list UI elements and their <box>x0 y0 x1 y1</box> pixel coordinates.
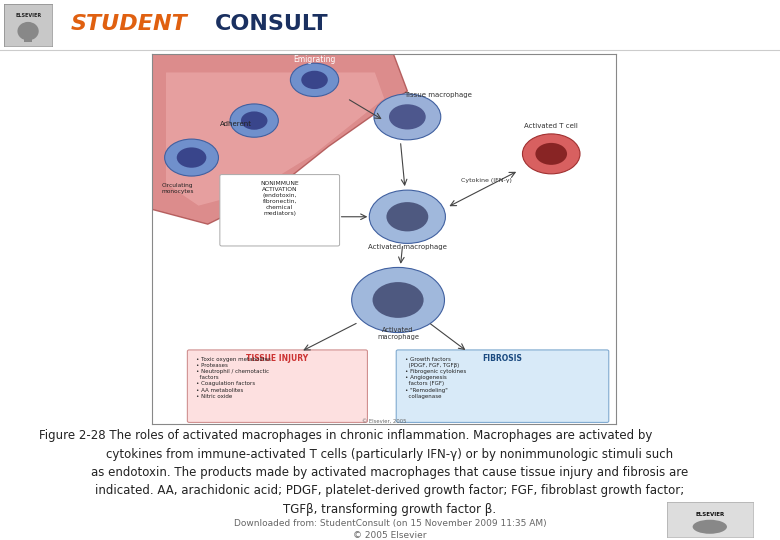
Text: • Growth factors
  (PDGF, FGF, TGFβ)
• Fibrogenic cytokines
• Angiogenesis
  fac: • Growth factors (PDGF, FGF, TGFβ) • Fib… <box>405 356 466 399</box>
Text: STUDENT: STUDENT <box>70 14 187 35</box>
Ellipse shape <box>230 104 278 137</box>
Text: ELSEVIER: ELSEVIER <box>695 512 725 517</box>
Ellipse shape <box>301 71 328 89</box>
Text: Emigrating: Emigrating <box>293 55 335 64</box>
Text: Circulating
monocytes: Circulating monocytes <box>161 184 194 194</box>
Text: FIBROSIS: FIBROSIS <box>483 354 523 363</box>
Text: CONSULT: CONSULT <box>215 14 328 35</box>
Text: cytokines from immune-activated T cells (particularly IFN-γ) or by nonimmunologi: cytokines from immune-activated T cells … <box>106 448 674 461</box>
Text: ELSEVIER: ELSEVIER <box>15 13 41 18</box>
Ellipse shape <box>352 267 445 333</box>
Text: Figure 2-28 The roles of activated macrophages in chronic inflammation. Macropha: Figure 2-28 The roles of activated macro… <box>39 429 652 442</box>
Ellipse shape <box>290 63 339 97</box>
Text: © Elsevier, 2005: © Elsevier, 2005 <box>362 419 406 424</box>
Text: Downloaded from: StudentConsult (on 15 November 2009 11:35 AM): Downloaded from: StudentConsult (on 15 N… <box>234 519 546 529</box>
Text: TGFβ, transforming growth factor β.: TGFβ, transforming growth factor β. <box>283 503 497 516</box>
Ellipse shape <box>374 94 441 140</box>
Text: NONIMMUNE
ACTIVATION
(endotoxin,
fibronectin,
chemical
mediators): NONIMMUNE ACTIVATION (endotoxin, fibrone… <box>261 180 299 215</box>
Text: as endotoxin. The products made by activated macrophages that cause tissue injur: as endotoxin. The products made by activ… <box>91 466 689 479</box>
Text: Activated T cell: Activated T cell <box>524 123 578 129</box>
Ellipse shape <box>389 104 426 130</box>
Text: Activated macrophage: Activated macrophage <box>368 244 447 251</box>
Ellipse shape <box>523 134 580 174</box>
FancyBboxPatch shape <box>220 174 339 246</box>
Ellipse shape <box>241 111 268 130</box>
Text: indicated. AA, arachidonic acid; PDGF, platelet-derived growth factor; FGF, fibr: indicated. AA, arachidonic acid; PDGF, p… <box>95 484 685 497</box>
FancyBboxPatch shape <box>396 350 608 422</box>
Text: © 2005 Elsevier: © 2005 Elsevier <box>353 531 427 540</box>
Ellipse shape <box>373 282 424 318</box>
Ellipse shape <box>386 202 428 232</box>
FancyBboxPatch shape <box>187 350 367 422</box>
Ellipse shape <box>177 147 207 168</box>
Polygon shape <box>152 54 407 224</box>
Circle shape <box>17 22 39 40</box>
Polygon shape <box>166 72 384 206</box>
Ellipse shape <box>165 139 218 176</box>
Text: Tissue macrophage: Tissue macrophage <box>403 92 471 98</box>
Bar <box>24 31 32 42</box>
Text: Activated
macrophage: Activated macrophage <box>377 327 419 340</box>
Text: • Toxic oxygen metabolites
• Proteases
• Neutrophil / chemotactic
  factors
• Co: • Toxic oxygen metabolites • Proteases •… <box>197 356 271 399</box>
Text: Adherent: Adherent <box>220 121 252 127</box>
Circle shape <box>693 519 727 534</box>
Text: Cytokine (IFN-γ): Cytokine (IFN-γ) <box>461 178 512 183</box>
Text: TISSUE INJURY: TISSUE INJURY <box>246 354 308 363</box>
Ellipse shape <box>535 143 567 165</box>
Ellipse shape <box>369 190 445 244</box>
